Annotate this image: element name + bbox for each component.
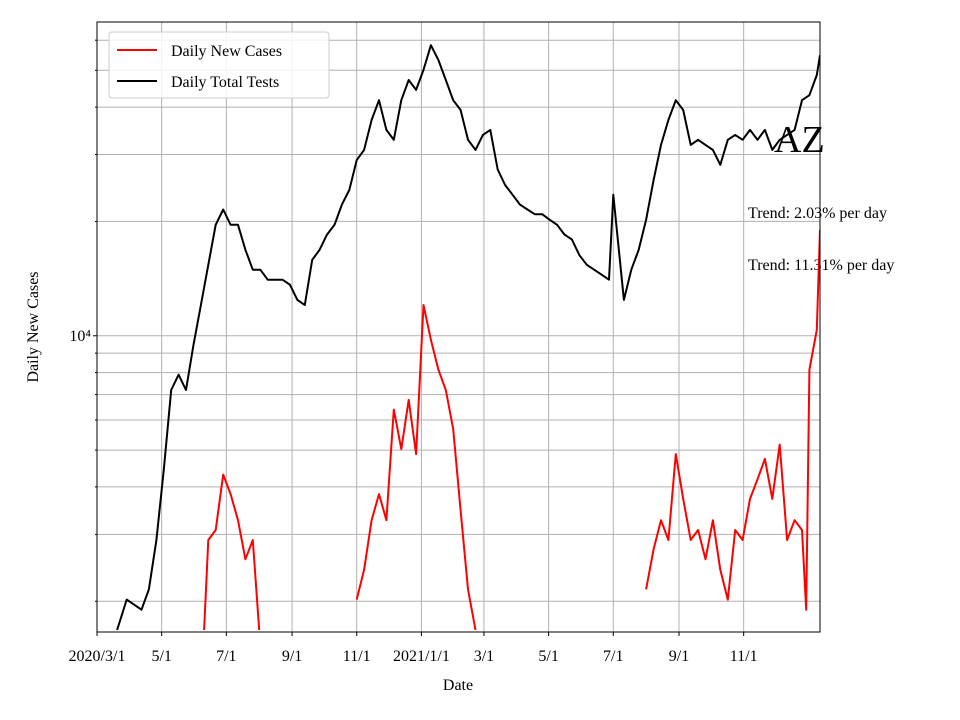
x-tick-label: 5/1: [151, 648, 171, 665]
plot-frame: [96, 21, 821, 633]
y-tick-label: 10⁴: [69, 328, 91, 345]
x-tick-label: 11/1: [343, 648, 371, 665]
legend-label: Daily Total Tests: [171, 74, 279, 91]
annotation: Trend: 11.31% per day: [748, 257, 894, 274]
legend-label: Daily New Cases: [171, 43, 282, 60]
y-axis-label: Daily New Cases: [25, 271, 42, 382]
x-tick-label: 7/1: [603, 648, 623, 665]
annotation: Trend: 2.03% per day: [748, 205, 887, 222]
x-tick-label: 9/1: [282, 648, 302, 665]
x-tick-label: 5/1: [538, 648, 558, 665]
x-axis-label: Date: [443, 677, 473, 694]
annotation: AZ: [774, 119, 825, 161]
x-tick-label: 9/1: [669, 648, 689, 665]
x-tick-label: 2021/1/1: [393, 648, 450, 665]
x-tick-label: 2020/3/1: [69, 648, 126, 665]
legend-box: [108, 31, 330, 99]
legend: Daily New Cases Daily Total Tests: [108, 31, 330, 99]
x-tick-label: 7/1: [216, 648, 236, 665]
x-tick-label: 11/1: [730, 648, 758, 665]
series-line: [203, 229, 820, 631]
x-tick-label: 3/1: [474, 648, 494, 665]
series-line: [116, 44, 820, 631]
grid: [96, 22, 820, 632]
